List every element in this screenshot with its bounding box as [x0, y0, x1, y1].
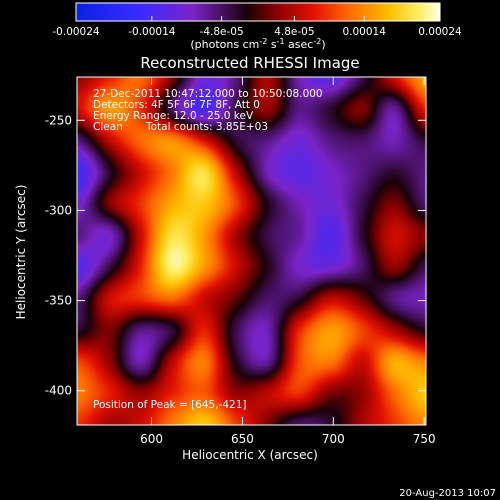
y-tick-label: -300 [45, 203, 72, 217]
annotation-total-counts: Total counts: 3.85E+03 [145, 121, 268, 133]
annotation-time-range: 27-Dec-2011 10:47:12.000 to 10:50:08.000 [93, 88, 323, 100]
x-tick-label: 600 [140, 432, 163, 446]
y-tick-label: -350 [45, 294, 72, 308]
annotation-energy-range: Energy Range: 12.0 - 25.0 keV [93, 110, 254, 122]
colorbar-tick-label: 4.8e-05 [274, 26, 314, 38]
y-axis-label: Heliocentric Y (arcsec) [14, 185, 28, 320]
plot-frame [76, 76, 427, 426]
colorbar-tick-label: -0.00014 [128, 26, 176, 38]
x-tick-label: 700 [322, 432, 345, 446]
colorbar-tick-label: 0.00024 [418, 26, 462, 38]
x-tick-label: 750 [413, 432, 436, 446]
annotation-block: 27-Dec-2011 10:47:12.000 to 10:50:08.000… [93, 88, 323, 411]
colorbar-tick-label: 0.00014 [342, 26, 386, 38]
chart-title: Reconstructed RHESSI Image [140, 54, 359, 72]
footer-date: 20-Aug-2013 10:07 [399, 488, 496, 499]
colorbar-tick-label: -0.00024 [52, 26, 100, 38]
annotation-detectors: Detectors: 4F 5F 6F 7F 8F, Att 0 [93, 99, 260, 111]
heatmap-image [77, 77, 426, 425]
colorbar [75, 2, 441, 22]
x-axis-label: Heliocentric X (arcsec) [182, 448, 318, 462]
colorbar-tick-label: -4.8e-05 [200, 26, 244, 38]
annotation-peak: Position of Peak = [645,-421] [93, 399, 247, 411]
annotation-algorithm: Clean [93, 121, 123, 133]
y-tick-label: -400 [45, 384, 72, 398]
y-tick-label: -250 [45, 113, 72, 127]
x-tick-label: 650 [231, 432, 254, 446]
axis-ticks: 600 650 700 750 -250 -300 -350 -400 [45, 77, 436, 446]
colorbar-unit-label: (photons cm-2 s-1 asec-2) [190, 37, 325, 51]
colorbar-ticks: -0.00024 -0.00014 -4.8e-05 4.8e-05 0.00014 0.… [52, 16, 462, 38]
